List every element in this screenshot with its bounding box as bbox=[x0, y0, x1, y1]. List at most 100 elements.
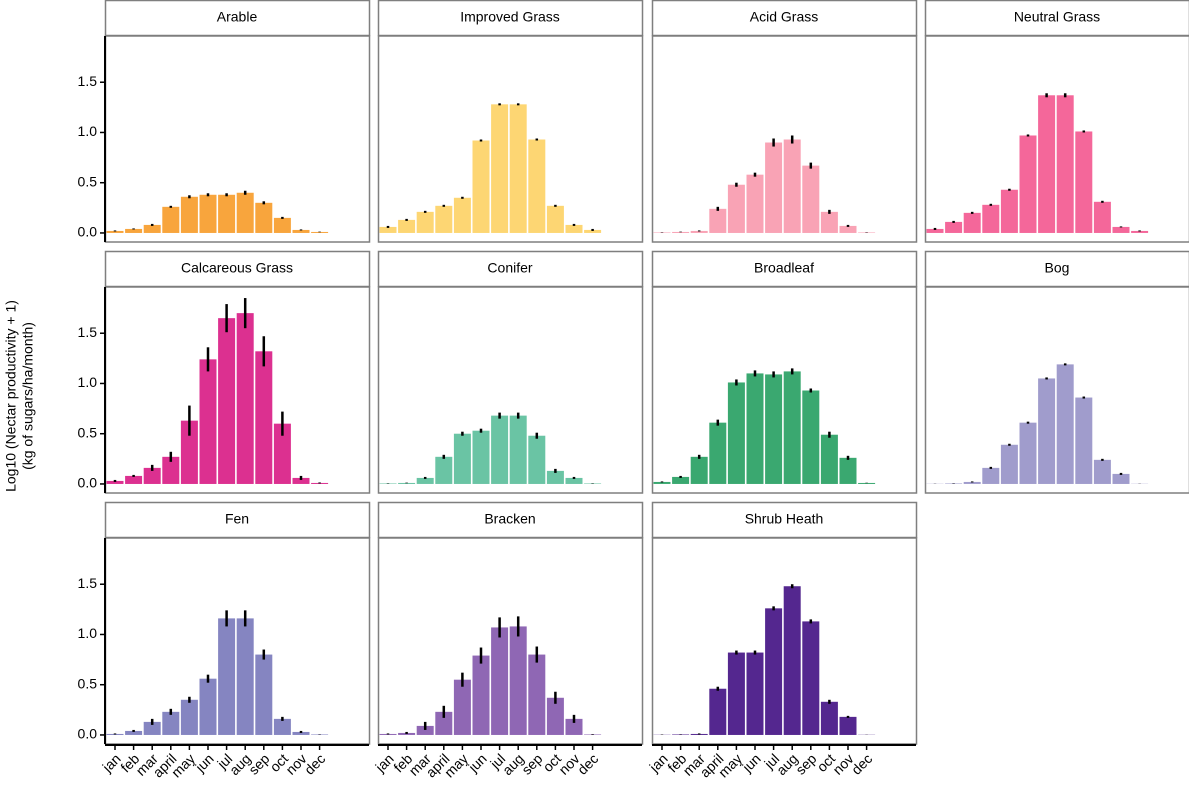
bar bbox=[162, 206, 180, 233]
strip bbox=[377, 0, 644, 37]
bar bbox=[783, 371, 801, 484]
bar bbox=[398, 219, 416, 233]
strip bbox=[377, 250, 644, 288]
bar bbox=[435, 205, 453, 233]
strip bbox=[104, 0, 371, 37]
bar bbox=[672, 231, 690, 233]
bar bbox=[820, 701, 838, 735]
bar bbox=[199, 194, 217, 233]
bar bbox=[746, 652, 764, 735]
bar bbox=[945, 221, 963, 233]
strip bbox=[924, 250, 1189, 288]
x-tick-label: dec bbox=[301, 750, 328, 777]
bar bbox=[491, 627, 509, 735]
bar bbox=[1019, 422, 1037, 484]
bar bbox=[125, 475, 143, 484]
bar bbox=[565, 224, 583, 233]
bar bbox=[528, 139, 546, 233]
panel-border bbox=[377, 286, 644, 494]
strip bbox=[651, 250, 918, 288]
bar bbox=[1038, 95, 1056, 233]
bar bbox=[162, 456, 180, 484]
bar bbox=[783, 586, 801, 735]
y-tick-label: 1.5 bbox=[78, 73, 98, 89]
bar bbox=[236, 192, 254, 233]
bar bbox=[1112, 473, 1130, 484]
bar bbox=[672, 734, 690, 735]
bar bbox=[472, 655, 490, 735]
x-tick-label: jun bbox=[192, 750, 217, 775]
bar bbox=[765, 608, 783, 735]
panel-title: Acid Grass bbox=[750, 9, 818, 25]
bar bbox=[1112, 226, 1130, 233]
panel-border bbox=[924, 35, 1189, 243]
bar bbox=[546, 470, 564, 484]
bar bbox=[1019, 135, 1037, 233]
bar bbox=[125, 730, 143, 735]
bar bbox=[453, 197, 471, 233]
y-axis-title: Log10 (Nectar productivity + 1) (kg of s… bbox=[3, 300, 36, 492]
bar bbox=[292, 477, 310, 484]
bar bbox=[491, 415, 509, 484]
bar bbox=[653, 481, 671, 484]
bar bbox=[509, 415, 527, 484]
bar bbox=[839, 225, 857, 233]
bar bbox=[709, 422, 727, 484]
bar bbox=[106, 480, 124, 484]
bar bbox=[509, 626, 527, 735]
bar bbox=[199, 678, 217, 735]
bar bbox=[180, 699, 198, 735]
strip bbox=[377, 501, 644, 539]
bar bbox=[1075, 397, 1093, 484]
x-tick-label: jun bbox=[465, 750, 490, 775]
y-tick-label: 0.5 bbox=[78, 424, 98, 440]
bar bbox=[926, 228, 944, 233]
bar bbox=[727, 382, 745, 484]
bar bbox=[820, 211, 838, 233]
y-tick-label: 0.5 bbox=[78, 675, 98, 691]
bar bbox=[398, 482, 416, 484]
bar bbox=[765, 142, 783, 233]
bar bbox=[416, 725, 434, 735]
bar bbox=[472, 430, 490, 484]
bar bbox=[690, 456, 708, 484]
bar bbox=[125, 228, 143, 233]
bar bbox=[802, 621, 820, 735]
y-tick-label: 1.0 bbox=[78, 625, 98, 641]
bar bbox=[218, 318, 236, 484]
panel-title: Improved Grass bbox=[460, 9, 560, 25]
bar bbox=[528, 654, 546, 735]
bar bbox=[802, 165, 820, 233]
y-tick-label: 1.0 bbox=[78, 123, 98, 139]
panel-title: Calcareous Grass bbox=[181, 260, 293, 276]
bar bbox=[236, 313, 254, 484]
bar bbox=[143, 467, 161, 484]
bar bbox=[839, 457, 857, 484]
bar bbox=[1075, 131, 1093, 233]
bar bbox=[565, 718, 583, 735]
y-tick-label: 1.5 bbox=[78, 575, 98, 591]
bar bbox=[584, 229, 602, 233]
bar bbox=[839, 716, 857, 735]
strip bbox=[651, 0, 918, 37]
bar bbox=[858, 482, 876, 484]
bar bbox=[509, 104, 527, 233]
bar bbox=[653, 232, 671, 233]
bar bbox=[1131, 230, 1149, 233]
bar bbox=[727, 652, 745, 735]
bar bbox=[672, 476, 690, 484]
x-tick-label: dec bbox=[848, 750, 875, 777]
bar bbox=[292, 229, 310, 233]
y-tick-label: 0.5 bbox=[78, 173, 98, 189]
bar bbox=[311, 231, 329, 233]
bar bbox=[690, 230, 708, 233]
bar bbox=[218, 194, 236, 233]
panel-title: Arable bbox=[217, 9, 258, 25]
bar bbox=[218, 618, 236, 735]
bar bbox=[746, 373, 764, 484]
y-tick-label: 1.0 bbox=[78, 374, 98, 390]
panel-title: Broadleaf bbox=[754, 260, 814, 276]
bar bbox=[746, 174, 764, 233]
bar bbox=[273, 217, 291, 233]
